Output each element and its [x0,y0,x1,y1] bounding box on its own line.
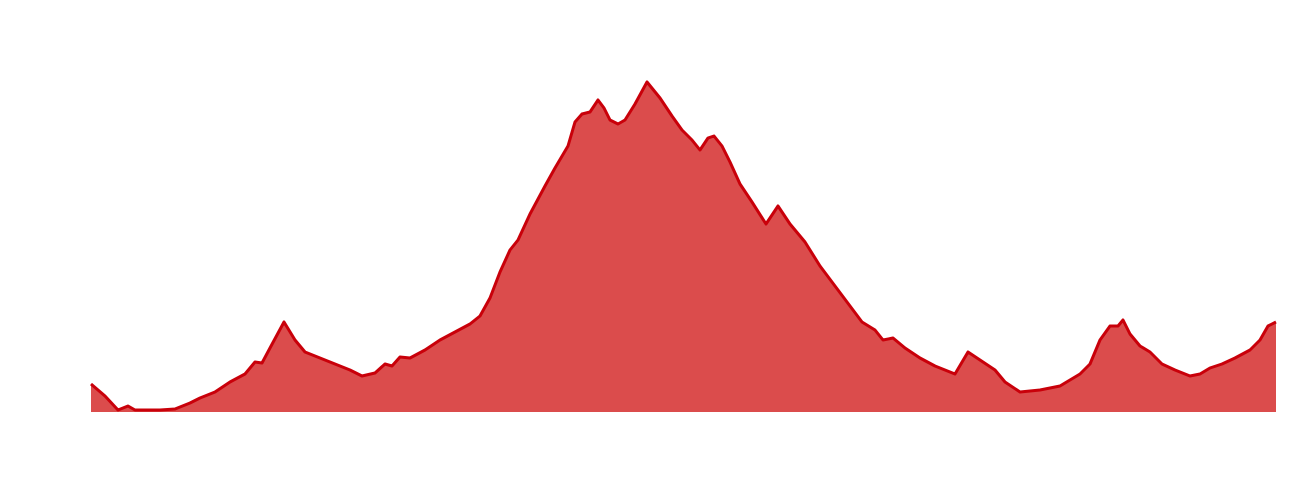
area-fill [91,82,1276,412]
area-line [90,80,1277,412]
